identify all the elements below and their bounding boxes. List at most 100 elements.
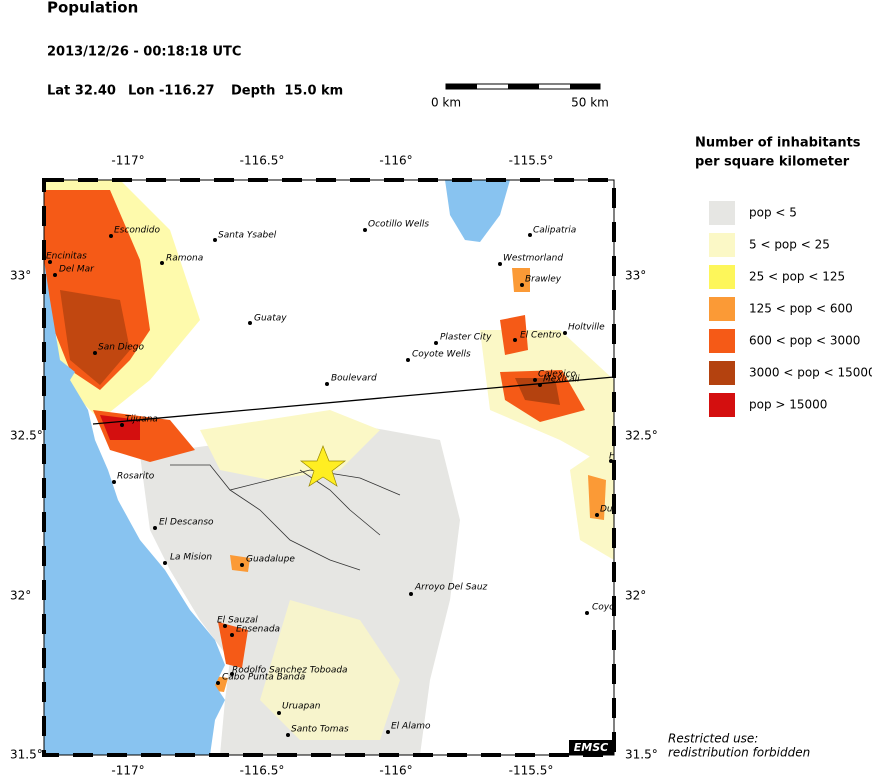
place-dot — [363, 228, 367, 232]
map-frame — [43, 179, 615, 756]
footer: Restricted use: — [668, 732, 758, 746]
place-dot — [153, 526, 157, 530]
lon: Lon -116.27 — [128, 84, 215, 99]
place-label: Rosarito — [117, 472, 155, 482]
place-label: La Mision — [170, 553, 212, 563]
legend-label: pop < 5 — [749, 206, 797, 220]
place-label: San Diego — [98, 343, 144, 353]
lat: Lat 32.40 — [47, 84, 116, 99]
place-label: Santo Tomas — [291, 725, 349, 735]
place-dot — [109, 234, 113, 238]
place-dot — [216, 681, 220, 685]
place-dot — [498, 262, 502, 266]
lon-tick-label: -115.5° — [509, 154, 554, 168]
lon-tick-label: -116.5° — [240, 154, 285, 168]
place-label: Mexicali — [543, 375, 580, 385]
place-label: Coyo — [592, 603, 615, 613]
legend-title: per square kilometer — [695, 155, 850, 170]
footer: redistribution forbidden — [668, 746, 810, 760]
place-label: Arroyo Del Sauz — [414, 583, 488, 593]
place-dot — [163, 561, 167, 565]
place-dot — [528, 233, 532, 237]
legend-swatch — [709, 297, 735, 321]
lat-tick-label: 31.5° — [10, 748, 43, 762]
scale-bar — [445, 83, 601, 90]
place-label: Encinitas — [46, 252, 87, 262]
place-dot — [160, 261, 164, 265]
legend-label: 3000 < pop < 15000 — [749, 366, 872, 380]
place-dot — [53, 273, 57, 277]
legend-label: 25 < pop < 125 — [749, 270, 845, 284]
lon-tick-label: -115.5° — [509, 764, 554, 777]
place-label: Brawley — [525, 275, 562, 285]
place-label: Santa Ysabel — [218, 231, 277, 241]
place-dot — [563, 331, 567, 335]
datetime: 2013/12/26 - 00:18:18 UTC — [47, 45, 241, 60]
lon-tick-label: -117° — [111, 154, 144, 168]
legend-label: 600 < pop < 3000 — [749, 334, 860, 348]
place-dot — [595, 513, 599, 517]
place-label: Calipatria — [533, 226, 576, 236]
place-dot — [223, 624, 227, 628]
places: Escondido Santa Ysabel Ocotillo Wells Calip… — [46, 220, 616, 737]
place-label: Westmorland — [503, 254, 563, 264]
logo: EMSC — [574, 741, 608, 754]
place-dot — [248, 321, 252, 325]
place-label: El Descanso — [159, 518, 214, 528]
legend-label: 125 < pop < 600 — [749, 302, 853, 316]
legend-title: Number of inhabitants — [695, 136, 861, 151]
place-label: Guadalupe — [246, 555, 295, 565]
place-dot — [386, 730, 390, 734]
legend-swatch — [709, 201, 735, 225]
lon-tick-label: -117° — [111, 764, 144, 777]
place-dot — [434, 341, 438, 345]
legend-swatch — [709, 265, 735, 289]
place-dot — [230, 672, 234, 676]
place-label: H — [609, 452, 616, 462]
place-dot — [409, 592, 413, 596]
place-label: El Centro — [520, 331, 562, 341]
map — [44, 180, 614, 755]
place-dot — [538, 383, 542, 387]
place-dot — [93, 351, 97, 355]
logo-box — [569, 740, 614, 755]
legend-label: pop > 15000 — [749, 398, 827, 412]
title: Population — [47, 0, 138, 17]
place-label: Ensenada — [236, 625, 280, 635]
lat-tick-label: 32.5° — [10, 429, 43, 443]
place-label: Rodolfo Sanchez Toboada — [232, 666, 348, 676]
place-dot — [240, 563, 244, 567]
place-label: Boulevard — [331, 374, 377, 384]
place-label: El Sauzal — [217, 616, 258, 626]
place-label: Ocotillo Wells — [368, 220, 429, 230]
lon-tick-label: -116° — [379, 154, 412, 168]
legend-label: 5 < pop < 25 — [749, 238, 830, 252]
place-label: Escondido — [114, 226, 160, 236]
place-dot — [48, 260, 52, 264]
depth: Depth 15.0 km — [231, 84, 343, 99]
place-label: Du — [600, 505, 613, 515]
place-dot — [230, 633, 234, 637]
place-label: El Alamo — [391, 722, 431, 732]
lat-tick-label: 32.5° — [625, 429, 658, 443]
place-dot — [585, 611, 589, 615]
scale-start: 0 km — [431, 96, 461, 110]
legend-swatch — [709, 361, 735, 385]
lon-tick-label: -116.5° — [240, 764, 285, 777]
lat-tick-label: 32° — [10, 589, 31, 603]
lat-tick-label: 32° — [625, 589, 646, 603]
place-dot — [286, 733, 290, 737]
place-dot — [120, 423, 124, 427]
lon-tick-label: -116° — [379, 764, 412, 777]
place-label: Cabo Punta Banda — [222, 673, 305, 683]
place-label: Coyote Wells — [412, 350, 471, 360]
lat-tick-label: 31.5° — [625, 748, 658, 762]
place-label: Guatay — [254, 314, 287, 324]
place-label: Tijuana — [125, 415, 158, 425]
legend-swatch — [709, 233, 735, 257]
place-dot — [609, 459, 613, 463]
place-label: Del Mar — [59, 265, 95, 275]
place-dot — [520, 283, 524, 287]
place-dot — [112, 480, 116, 484]
